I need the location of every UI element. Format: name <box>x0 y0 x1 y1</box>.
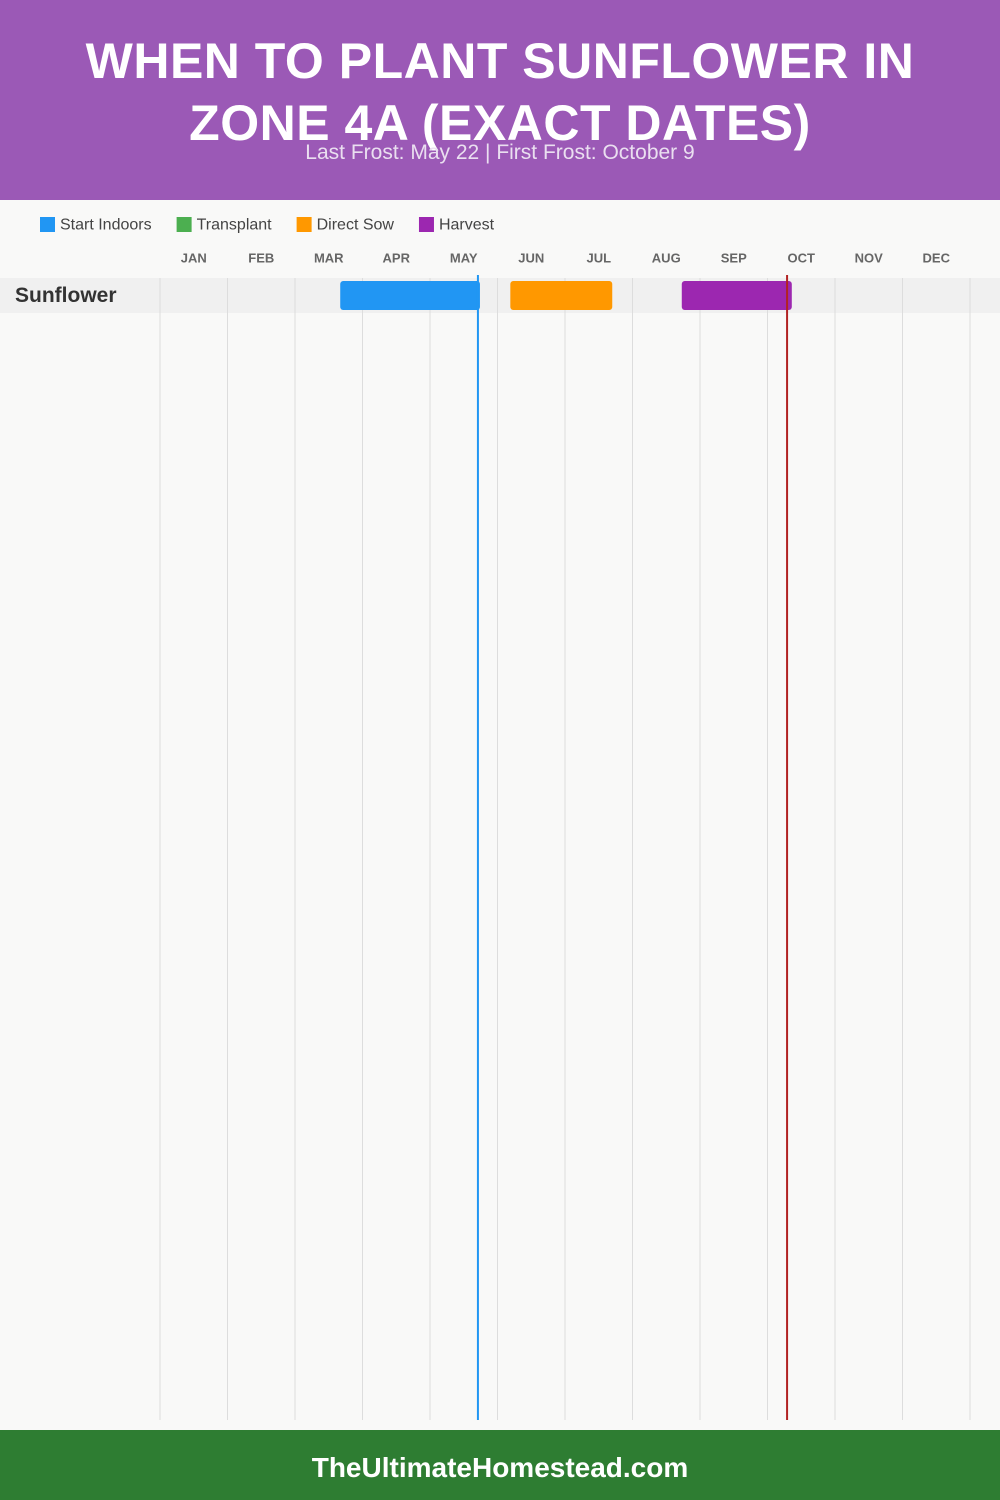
x-tick-label: MAR <box>314 250 344 265</box>
row-label: Sunflower <box>15 284 117 307</box>
legend-swatch <box>176 217 192 232</box>
x-tick-label: OCT <box>788 250 816 265</box>
chart-title: WHEN TO PLANT SUNFLOWER IN ZONE 4A (EXAC… <box>85 33 915 151</box>
legend-label: Direct Sow <box>317 217 395 234</box>
x-tick-label: NOV <box>855 250 884 265</box>
legend-swatch <box>418 217 434 232</box>
x-tick-label: FEB <box>248 250 274 265</box>
x-tick-label: APR <box>383 250 411 265</box>
legend-label: Transplant <box>197 217 273 234</box>
x-tick-label: JUN <box>518 250 544 265</box>
row-band <box>0 278 1000 313</box>
footer-text: TheUltimateHomestead.com <box>311 1452 689 1483</box>
chart: Start Indoors Transplant Direct Sow Harvest… <box>0 217 1000 1420</box>
x-tick-label: AUG <box>652 250 681 265</box>
x-tick-label: JAN <box>181 250 207 265</box>
x-tick-label: DEC <box>923 250 951 265</box>
x-tick-label: SEP <box>721 250 747 265</box>
footer: TheUltimateHomestead.com <box>0 1430 1000 1500</box>
bar <box>681 281 792 310</box>
header: WHEN TO PLANT SUNFLOWER IN ZONE 4A (EXAC… <box>0 0 1000 200</box>
chart-subtitle: Last Frost: May 22 | First Frost: Octobe… <box>305 141 695 164</box>
x-tick-label: MAY <box>450 250 478 265</box>
legend-swatch <box>40 217 55 232</box>
legend-label: Harvest <box>439 217 495 234</box>
bar <box>510 281 613 310</box>
bar <box>340 281 480 310</box>
legend-label: Start Indoors <box>60 217 152 234</box>
legend-swatch <box>296 217 312 232</box>
x-tick-label: JUL <box>586 250 611 265</box>
